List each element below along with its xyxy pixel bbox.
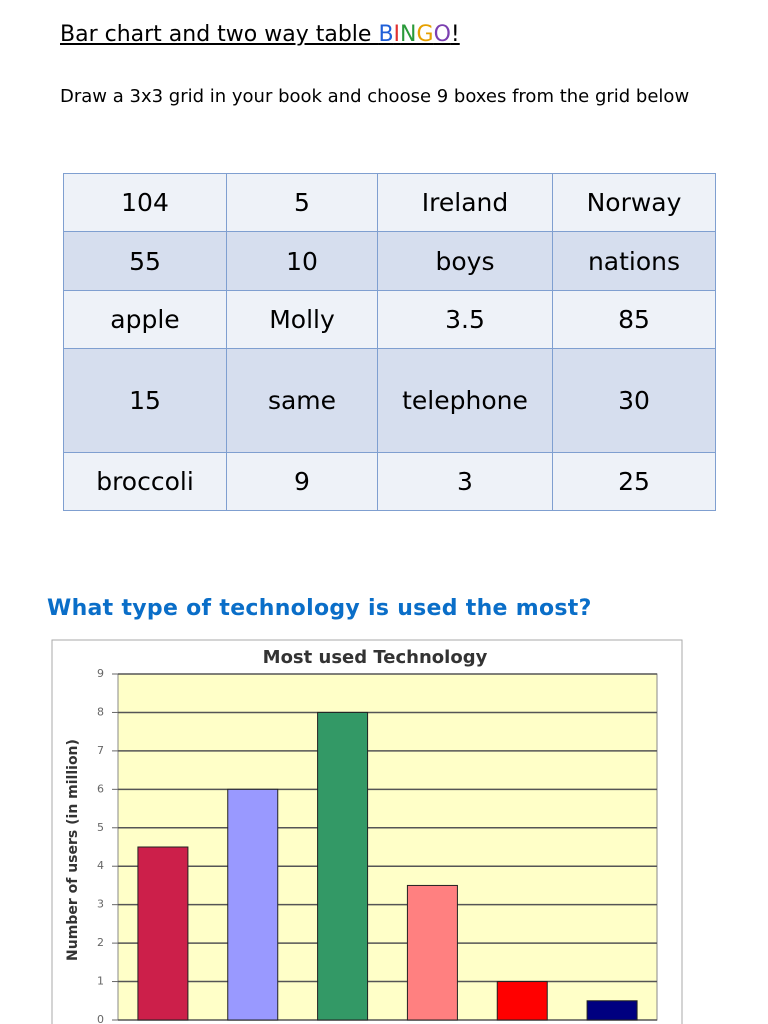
table-cell: telephone	[377, 348, 553, 453]
instructions: Draw a 3x3 grid in your book and choose …	[60, 86, 690, 107]
table-row: apple Molly 3.5 85	[63, 290, 716, 349]
table-cell: 55	[63, 231, 227, 291]
bar	[406, 884, 458, 1021]
table-cell: 10	[226, 231, 378, 291]
table-cell: nations	[552, 231, 716, 291]
table-cell: 25	[552, 452, 716, 511]
y-tick-label: 0	[97, 1013, 104, 1024]
y-tick-label: 3	[97, 898, 104, 911]
title-part: O	[433, 22, 451, 47]
table-row: broccoli 9 3 25	[63, 452, 716, 511]
question: What type of technology is used the most…	[47, 596, 592, 621]
plot-area	[117, 673, 658, 1021]
title-part: !	[450, 22, 460, 47]
table-cell: boys	[377, 231, 553, 291]
y-tick-label: 1	[97, 975, 104, 988]
table-cell: 3.5	[377, 290, 553, 349]
title-part: I	[393, 22, 401, 47]
y-tick-label: 8	[97, 705, 104, 718]
table-cell: Ireland	[377, 173, 553, 232]
y-tick-label: 6	[97, 782, 104, 795]
y-axis-label: Number of users (in million)	[65, 739, 81, 961]
title-part: N	[400, 22, 417, 47]
chart-title: Most used Technology	[263, 647, 488, 668]
bar	[496, 981, 548, 1021]
y-tick-label: 5	[97, 821, 104, 834]
table-cell: broccoli	[63, 452, 227, 511]
table-cell: 9	[226, 452, 378, 511]
y-tick-label: 2	[97, 936, 104, 949]
table-cell: 30	[552, 348, 716, 453]
y-tick-label: 7	[97, 744, 104, 757]
table-row: 104 5 Ireland Norway	[63, 173, 716, 232]
bar	[137, 846, 189, 1021]
y-tick-label: 4	[97, 859, 104, 872]
table-cell: apple	[63, 290, 227, 349]
table-cell: Norway	[552, 173, 716, 232]
bingo-table: 104 5 Ireland Norway 55 10 boys nations apple Mol…	[63, 173, 716, 511]
table-row: 15 same telephone 30	[63, 348, 716, 453]
title-part: G	[416, 22, 434, 47]
table-cell: 85	[552, 290, 716, 349]
table-cell: Molly	[226, 290, 378, 349]
bar	[227, 788, 279, 1021]
title-part: Bar chart and two way table	[60, 22, 379, 47]
bar	[586, 1000, 638, 1021]
table-cell: 3	[377, 452, 553, 511]
table-row: 55 10 boys nations	[63, 231, 716, 291]
title: Bar chart and two way table BINGO!	[60, 22, 460, 47]
table-cell: 104	[63, 173, 227, 232]
y-tick-label: 9	[97, 667, 104, 680]
title-part: B	[378, 22, 394, 47]
bar	[317, 711, 369, 1021]
table-cell: 5	[226, 173, 378, 232]
